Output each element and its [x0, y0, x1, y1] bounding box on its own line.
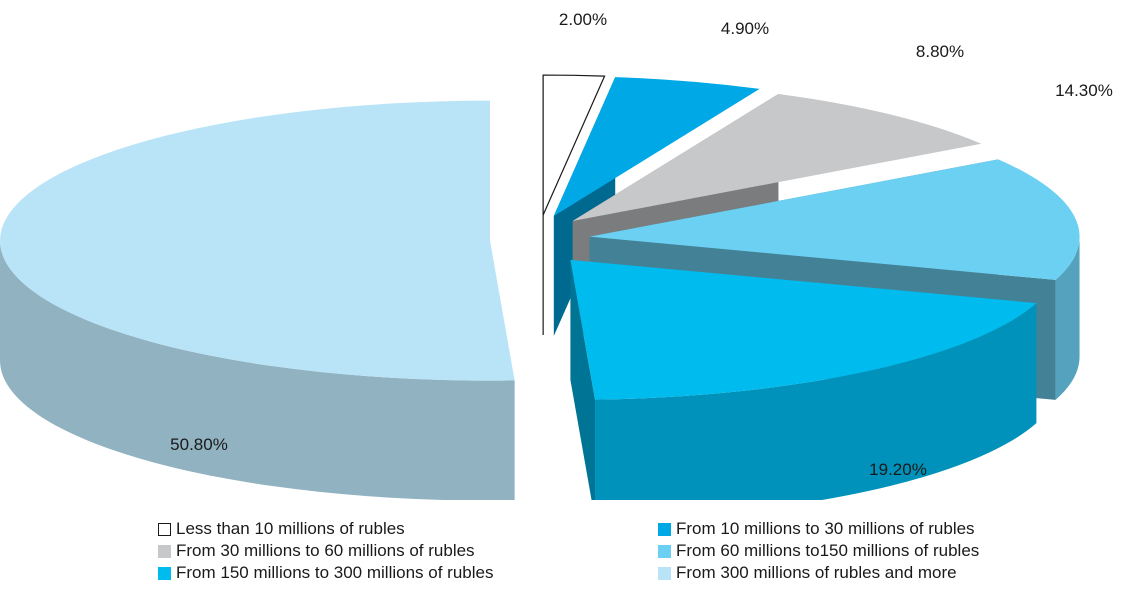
slice-from-150-millions-to-300-millions-of-rubles — [570, 259, 1037, 500]
slice-outer-wall — [1055, 236, 1080, 400]
legend-label: From 60 millions to150 millions of ruble… — [676, 541, 980, 560]
legend-label: From 150 millions to 300 millions of rub… — [176, 563, 494, 582]
legend: Less than 10 millions of rubles From 10 m… — [158, 518, 1118, 584]
slice-top — [0, 100, 515, 381]
slice-top — [589, 159, 1080, 280]
legend-label: From 30 millions to 60 millions of ruble… — [176, 541, 475, 560]
legend-item: From 10 millions to 30 millions of ruble… — [658, 518, 1108, 540]
legend-swatch — [658, 522, 671, 536]
slice-top — [570, 259, 1037, 400]
legend-label: Less than 10 millions of rubles — [176, 519, 405, 538]
legend-item: From 60 millions to150 millions of ruble… — [658, 540, 1108, 562]
data-label-from-60-millions-to150-millions-of-rubles: 14.30% — [1055, 81, 1113, 100]
pie-chart: 2.00% 4.90% 8.80% 14.30% 19.20% 50.80% — [0, 10, 1113, 500]
slice-from-300-millions-of-rubles-and-more — [0, 100, 515, 500]
data-label-less-than-10-millions-of-rubles: 2.00% — [559, 10, 607, 29]
legend-label: From 10 millions to 30 millions of ruble… — [676, 519, 975, 538]
slice-top — [572, 93, 982, 222]
legend-label: From 300 millions of rubles and more — [676, 563, 957, 582]
data-label-from-30-millions-to-60-millions-of-rubles: 8.80% — [916, 42, 964, 61]
legend-swatch — [158, 522, 171, 536]
data-label-from-150-millions-to-300-millions-of-rubles: 19.20% — [869, 460, 927, 479]
slice-outer-wall — [595, 303, 1037, 500]
legend-item: From 150 millions to 300 millions of rub… — [158, 562, 658, 584]
slice-side-face — [570, 259, 596, 500]
legend-swatch — [658, 566, 671, 580]
legend-item: Less than 10 millions of rubles — [158, 518, 658, 540]
data-label-from-300-millions-of-rubles-and-more: 50.80% — [170, 435, 228, 454]
slice-top — [542, 74, 606, 216]
legend-item: From 300 millions of rubles and more — [658, 562, 1108, 584]
slice-top — [553, 77, 760, 216]
data-label-from-10-millions-to-30-millions-of-rubles: 4.90% — [721, 19, 769, 38]
slice-outer-wall — [0, 240, 515, 500]
slice-less-than-10-millions-of-rubles — [542, 74, 606, 336]
legend-swatch — [158, 544, 171, 558]
legend-swatch — [658, 544, 671, 558]
slice-from-10-millions-to-30-millions-of-rubles — [553, 77, 760, 336]
legend-swatch — [158, 566, 171, 580]
legend-item: From 30 millions to 60 millions of ruble… — [158, 540, 658, 562]
